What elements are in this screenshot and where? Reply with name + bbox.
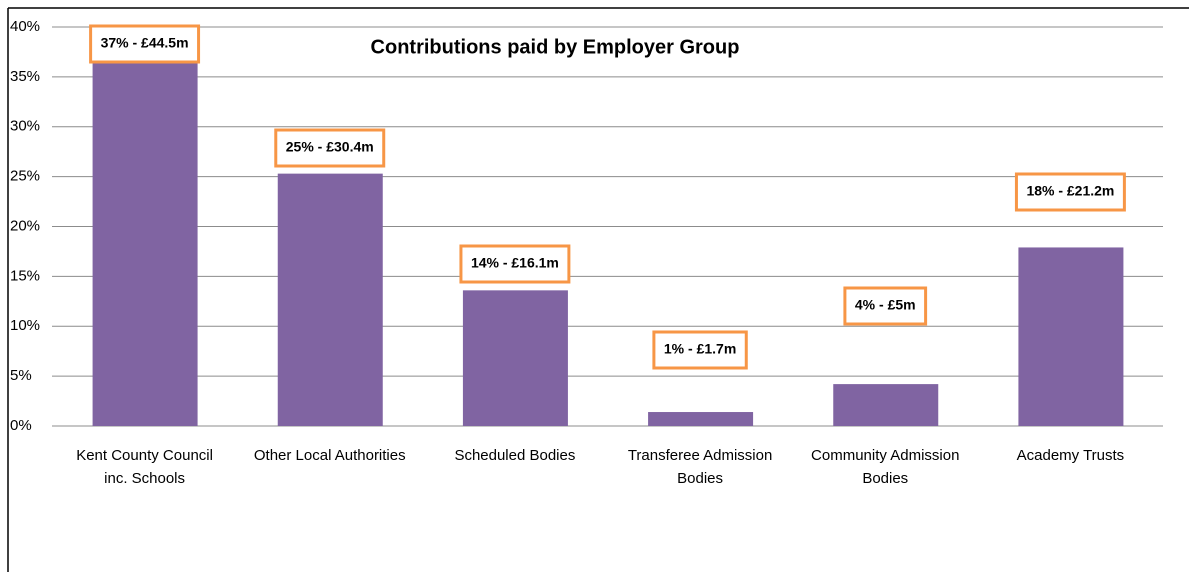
x-tick-label: Community Admission Bodies [811, 447, 959, 487]
labels: 0% 5% 10% 15% 20% 25% 30% 35% 40% Kent County Cou… [10, 18, 1126, 487]
x-tick-label: Kent County Council inc. Schools [76, 447, 213, 487]
data-label: 1% - £1.7m [664, 341, 736, 357]
x-tick-label: Other Local Authorities [254, 447, 406, 464]
data-label: 37% - £44.5m [101, 35, 189, 51]
data-label-box [89, 24, 201, 64]
y-tick-label: 10% [10, 317, 40, 334]
data-label-box [1014, 172, 1126, 212]
data-label: 18% - £21.2m [1026, 183, 1114, 199]
data-label-box [843, 286, 928, 326]
y-tick-label: 25% [10, 168, 40, 185]
data-label: 25% - £30.4m [286, 139, 374, 155]
chart-title: Contributions paid by Employer Group [371, 36, 740, 58]
bar [648, 412, 754, 426]
y-tick-label: 20% [10, 217, 40, 234]
x-tick-label: Scheduled Bodies [454, 447, 575, 464]
data-label-box [459, 244, 571, 284]
data-label: 4% - £5m [855, 297, 916, 313]
data-label-box [652, 330, 748, 370]
x-tick-label: Transferee Admission Bodies [628, 447, 773, 487]
bars [92, 56, 1124, 427]
y-tick-label: 40% [10, 18, 40, 35]
y-tick-label: 0% [10, 417, 32, 434]
data-label-box [274, 128, 386, 168]
bar [462, 290, 568, 426]
bar [1018, 247, 1124, 426]
grid [52, 26, 1163, 427]
bar [833, 384, 939, 426]
bar [92, 56, 198, 427]
y-tick-label: 30% [10, 118, 40, 135]
y-tick-label: 5% [10, 367, 32, 384]
y-tick-label: 15% [10, 267, 40, 284]
data-label: 14% - £16.1m [471, 255, 559, 271]
x-tick-label: Academy Trusts [1017, 447, 1125, 464]
y-tick-label: 35% [10, 68, 40, 85]
bar [277, 173, 383, 426]
